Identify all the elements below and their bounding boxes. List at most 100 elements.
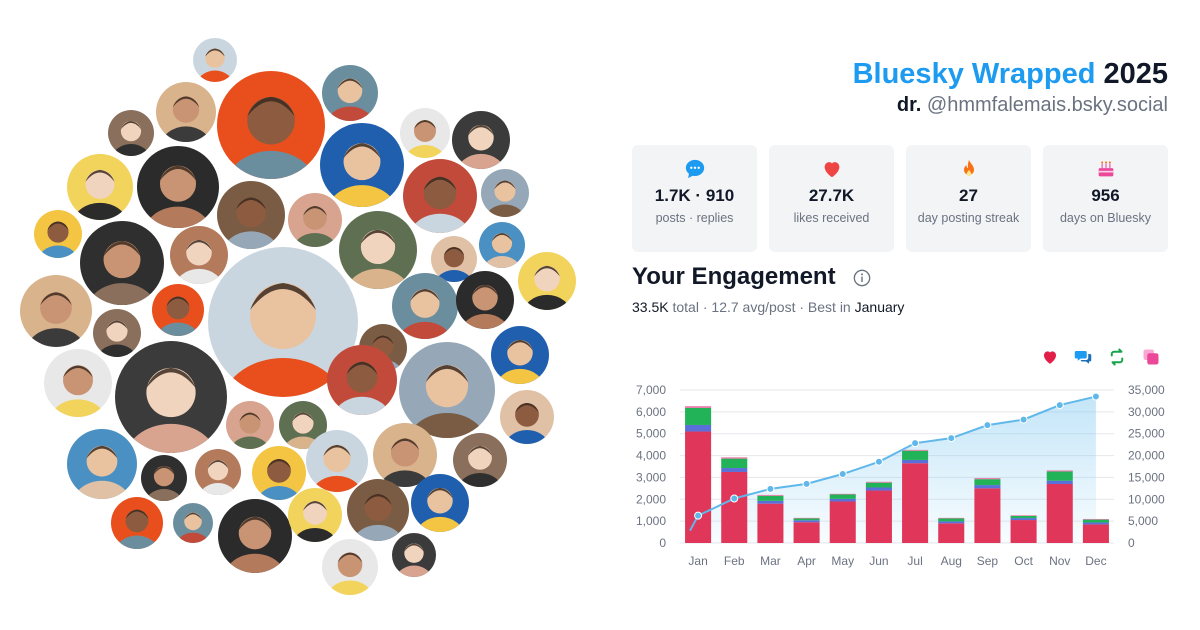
- engagement-summary: 33.5K total · 12.7 avg/post · Best in Ja…: [632, 299, 905, 315]
- avatar: [452, 111, 510, 169]
- bar-segment: [902, 449, 929, 451]
- cumulative-point: [730, 494, 739, 503]
- engagement-average: 12.7 avg/post: [711, 299, 796, 315]
- x-axis-tick-label: Jan: [688, 554, 707, 568]
- avatar: [456, 271, 514, 329]
- bar-segment: [974, 478, 1001, 480]
- bar-segment: [793, 518, 820, 521]
- avatar: [141, 455, 187, 501]
- avatar: [137, 146, 219, 228]
- bar-segment: [793, 522, 820, 543]
- avatar: [44, 349, 112, 417]
- right-axis-tick-label: 20,000: [1128, 449, 1165, 463]
- avatar: [20, 275, 92, 347]
- stat-card-likes: 27.7K likes received: [769, 145, 894, 252]
- cumulative-point: [1091, 392, 1100, 401]
- bar-segment: [902, 459, 929, 464]
- bar-segment: [1010, 518, 1037, 521]
- info-icon[interactable]: [853, 269, 871, 287]
- bar-segment: [1046, 480, 1073, 484]
- engagement-total: 33.5K: [632, 299, 669, 315]
- avatar: [392, 533, 436, 577]
- cumulative-point: [802, 479, 811, 488]
- avatar: [170, 226, 228, 284]
- avatar: [67, 154, 133, 220]
- cumulative-point: [1019, 415, 1028, 424]
- x-axis-tick-label: Aug: [941, 554, 962, 568]
- stat-card-days: 956 days on Bluesky: [1043, 145, 1168, 252]
- bar-segment: [829, 493, 856, 495]
- x-axis-tick-label: May: [831, 554, 854, 568]
- avatar-collage: [20, 38, 576, 595]
- x-axis-tick-label: Oct: [1014, 554, 1033, 568]
- bar-segment: [865, 490, 892, 543]
- bar-segment: [865, 481, 892, 483]
- avatar: [392, 273, 458, 339]
- bar-segment: [1082, 522, 1109, 525]
- engagement-total-label: total: [672, 299, 699, 315]
- avatar: [80, 221, 164, 305]
- bar-segment: [829, 494, 856, 499]
- left-axis-tick-label: 2,000: [636, 492, 666, 506]
- bar-segment: [1046, 470, 1073, 472]
- engagement-best-month: January: [854, 299, 905, 315]
- chat-bubble-icon: [685, 159, 704, 179]
- stat-value: 27.7K: [808, 186, 855, 205]
- bar-segment: [1082, 518, 1109, 520]
- replies-legend-icon[interactable]: [1074, 348, 1092, 366]
- bar-segment: [757, 500, 784, 504]
- likes-legend-icon[interactable]: [1041, 348, 1059, 366]
- quotes-legend-icon[interactable]: [1142, 348, 1160, 366]
- bar-segment: [685, 407, 712, 425]
- cumulative-point: [694, 511, 703, 520]
- right-axis-tick-label: 35,000: [1128, 383, 1165, 397]
- right-axis-tick-label: 5,000: [1128, 514, 1158, 528]
- bar-segment: [829, 501, 856, 543]
- bar-segment: [793, 517, 820, 519]
- bar-segment: [721, 471, 748, 543]
- x-axis-tick-label: Apr: [797, 554, 816, 568]
- left-axis-tick-label: 6,000: [636, 405, 666, 419]
- stat-value: 27: [959, 186, 978, 205]
- bar-segment: [1082, 524, 1109, 543]
- avatar: [152, 284, 204, 336]
- bar-segment: [974, 485, 1001, 489]
- avatar: [108, 110, 154, 156]
- bar-segment: [865, 482, 892, 488]
- avatar: [226, 401, 274, 449]
- stat-card-posts: 1.7K · 910 posts · replies: [632, 145, 757, 252]
- cumulative-point: [911, 439, 920, 448]
- heart-icon: [824, 162, 839, 178]
- flame-icon: [963, 159, 974, 177]
- stat-label: days on Bluesky: [1059, 211, 1152, 225]
- avatar: [288, 193, 342, 247]
- bar-segment: [1010, 520, 1037, 543]
- avatar: [218, 499, 292, 573]
- right-axis-tick-label: 25,000: [1128, 427, 1165, 441]
- avatar: [34, 210, 82, 258]
- engagement-title: Your Engagement: [632, 263, 836, 290]
- bar-segment: [902, 463, 929, 543]
- x-axis-tick-label: Feb: [724, 554, 745, 568]
- reposts-legend-icon[interactable]: [1108, 348, 1126, 366]
- cumulative-point: [874, 457, 883, 466]
- bar-segment: [1010, 515, 1037, 516]
- bar-segment: [938, 518, 965, 522]
- bar-segment: [1010, 515, 1037, 519]
- avatar: [111, 497, 163, 549]
- avatar: [193, 38, 237, 82]
- left-axis-tick-label: 4,000: [636, 449, 666, 463]
- avatar: [217, 181, 285, 249]
- left-axis-tick-label: 7,000: [636, 383, 666, 397]
- avatar: [479, 222, 525, 268]
- avatar: [93, 309, 141, 357]
- stat-card-streak: 27 day posting streak: [906, 145, 1031, 252]
- cake-icon: [1098, 161, 1113, 177]
- engagement-chart: 0 1,000 2,000 3,000 4,000 5,000 6,000 7,000 0 5,0…: [636, 383, 1165, 568]
- left-axis-tick-label: 0: [659, 536, 666, 550]
- avatar: [453, 433, 507, 487]
- bar-segment: [757, 494, 784, 496]
- cumulative-point: [766, 484, 775, 493]
- bar-segment: [865, 487, 892, 491]
- bar-segment: [685, 424, 712, 432]
